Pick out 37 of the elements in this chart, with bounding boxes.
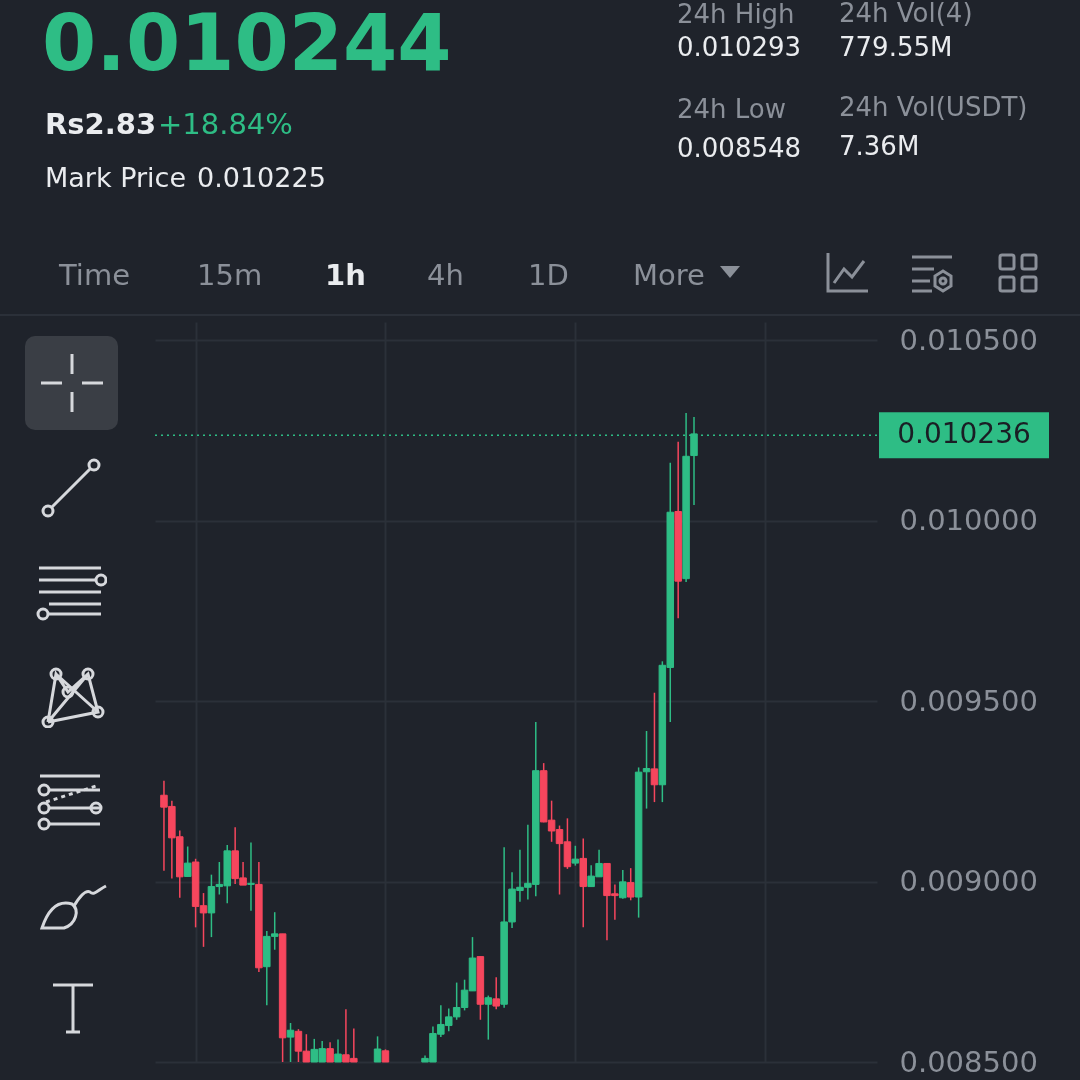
candlestick xyxy=(247,841,255,912)
ref-line-label: 0.010236 xyxy=(897,417,1031,451)
candlestick xyxy=(326,1041,334,1063)
text: 0.010293 xyxy=(677,32,802,62)
text: Mark Price xyxy=(45,162,187,193)
candlestick xyxy=(650,691,659,803)
y-tick-label: 0.009500 xyxy=(899,683,1038,718)
candlestick xyxy=(626,867,635,902)
chart-title: 0.010244 xyxy=(42,0,452,88)
y-tick-label: 0.010500 xyxy=(899,322,1038,357)
candlestick xyxy=(286,1022,295,1063)
candlestick xyxy=(492,976,500,1011)
text: 24h Low xyxy=(677,94,787,124)
candlestick xyxy=(571,845,580,867)
candlestick xyxy=(619,869,627,900)
text: +18.84% xyxy=(158,107,293,141)
text: More xyxy=(633,258,705,292)
y-tick-label: 0.009000 xyxy=(899,864,1038,899)
text: Rs2.83 xyxy=(45,107,157,141)
candlestick xyxy=(484,994,493,1041)
text: 779.55M xyxy=(839,32,953,62)
y-tick-label: 0.008500 xyxy=(899,1044,1038,1079)
text: 4h xyxy=(427,258,464,292)
text: 24h Vol(USDT) xyxy=(839,92,1028,122)
candlestick xyxy=(373,1035,382,1063)
text: 24h High xyxy=(677,0,795,29)
text: 1h xyxy=(325,258,366,292)
candlestick xyxy=(334,1038,342,1063)
text: 7.36M xyxy=(839,131,920,161)
candlestick xyxy=(183,845,192,878)
text: 0.008548 xyxy=(677,133,802,163)
text: 0.010225 xyxy=(197,162,326,193)
text: 1D xyxy=(528,258,569,292)
y-tick-label: 0.010000 xyxy=(899,503,1038,538)
text: Time xyxy=(59,258,130,292)
text: 15m xyxy=(197,258,263,292)
text: 24h Vol(4) xyxy=(839,0,973,28)
